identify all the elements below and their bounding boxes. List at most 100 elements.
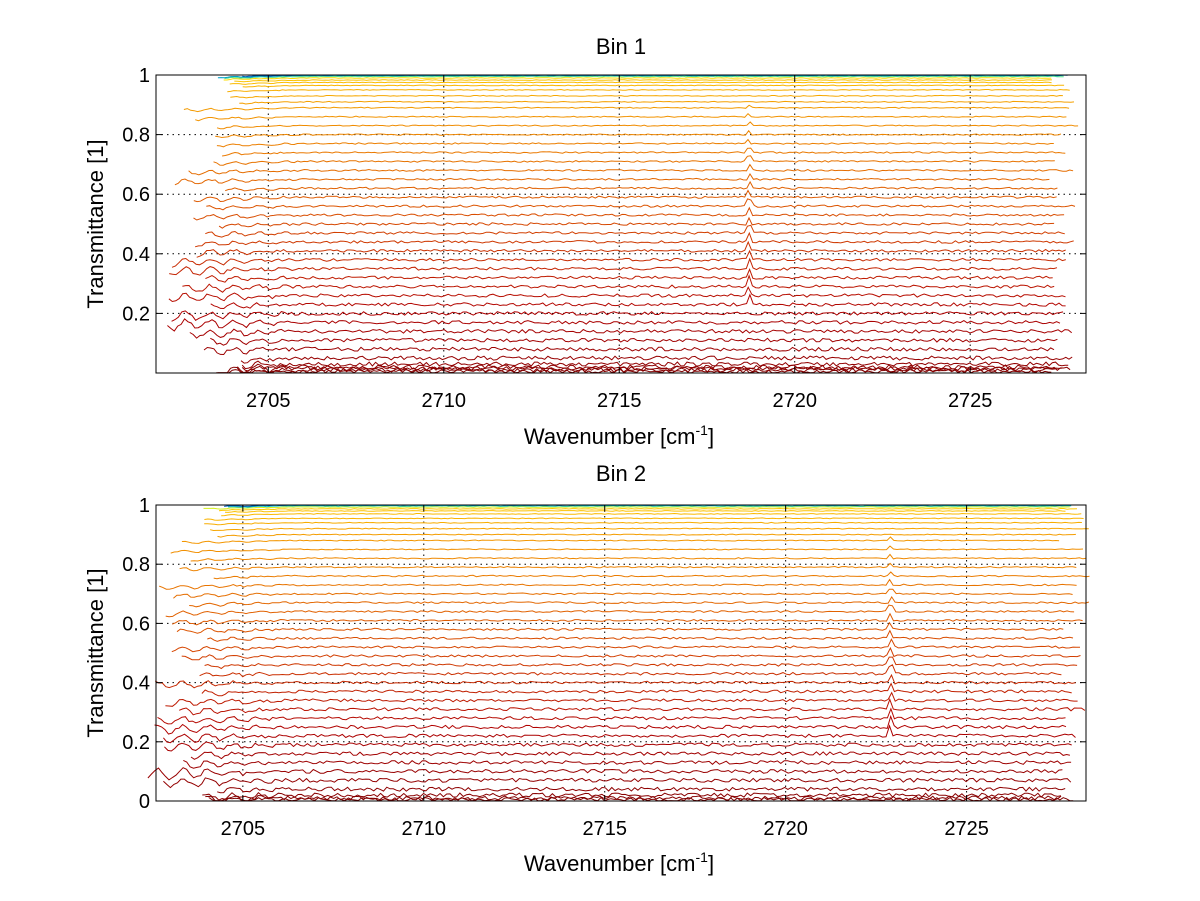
transmittance-trace — [196, 240, 1066, 258]
transmittance-trace — [205, 224, 1065, 238]
transmittance-trace — [207, 629, 1074, 642]
transmittance-trace — [202, 791, 1062, 801]
x-axis-label: Wavenumber [cm-1] — [524, 422, 714, 449]
ticks: 2705 2710 2715 2720 2725 0 0.2 0.4 0.6 0.8 1 — [122, 495, 1086, 840]
y-tick-label: 1 — [139, 495, 150, 517]
y-tick-label: 0.4 — [122, 244, 150, 266]
transmittance-trace — [165, 691, 1078, 707]
transmittance-trace — [171, 310, 1064, 322]
transmittance-trace — [204, 521, 1082, 526]
x-axis-label-text: Wavenumber [cm — [524, 424, 696, 449]
transmittance-trace — [168, 286, 1066, 303]
transmittance-trace — [189, 595, 1090, 608]
x-tick-label: 2705 — [246, 390, 291, 412]
transmittance-trace — [204, 656, 1078, 670]
transmittance-trace — [224, 75, 1064, 79]
transmittance-trace — [181, 646, 1081, 661]
transmittance-trace — [223, 77, 1052, 81]
ticks: 2705 2710 2715 2720 2725 0.2 0.4 0.6 0.8 1 — [122, 65, 1086, 412]
transmittance-trace — [203, 506, 1070, 510]
transmittance-trace — [217, 786, 1066, 794]
transmittance-trace — [242, 84, 1065, 88]
panel-bin-1: Bin 1 2705 2710 2715 2720 27250.20.40.60.81 … — [83, 34, 1087, 449]
transmittance-trace — [169, 257, 1058, 276]
traces — [167, 74, 1079, 374]
transmittance-trace — [163, 777, 1072, 789]
transmittance-trace — [205, 268, 1053, 283]
x-tick-label: 2720 — [772, 390, 817, 412]
transmittance-trace — [195, 112, 1067, 122]
transmittance-trace — [164, 741, 1072, 752]
transmittance-trace — [193, 206, 1065, 221]
transmittance-trace — [189, 328, 1073, 339]
transmittance-trace — [165, 604, 1075, 618]
transmittance-trace — [206, 198, 1076, 211]
transmittance-trace — [193, 189, 1057, 203]
panel-bin-2: Bin 2 2705 2710 2715 2720 2725 0 0.2 0.4 0.6 0.8 1… — [83, 461, 1090, 876]
transmittance-trace — [210, 337, 1058, 346]
transmittance-trace — [204, 517, 1084, 521]
transmittance-trace — [188, 163, 1074, 176]
x-axis-label-close: ] — [708, 851, 714, 876]
transmittance-trace — [222, 147, 1066, 157]
transmittance-trace — [183, 104, 1070, 113]
transmittance-trace — [182, 274, 1055, 293]
y-tick-label: 1 — [139, 65, 150, 87]
x-tick-label: 2725 — [948, 390, 993, 412]
transmittance-trace — [171, 249, 1066, 268]
y-axis-label-text: Transmittance [1] — [83, 568, 108, 737]
transmittance-trace — [190, 751, 1071, 760]
transmittance-trace — [218, 216, 1055, 229]
y-tick-label: 0 — [139, 791, 150, 813]
x-tick-label: 2715 — [582, 818, 627, 840]
transmittance-trace — [239, 100, 1075, 105]
transmittance-trace — [240, 355, 1073, 364]
transmittance-trace — [179, 698, 1086, 716]
y-axis-label: Transmittance [1] — [83, 568, 108, 737]
x-tick-label: 2720 — [763, 818, 808, 840]
transmittance-trace — [213, 155, 1055, 166]
transmittance-trace — [237, 365, 1071, 374]
transmittance-trace — [167, 318, 1061, 332]
y-tick-label: 0.2 — [122, 732, 150, 754]
transmittance-trace — [234, 79, 1052, 83]
transmittance-trace — [229, 81, 1052, 85]
x-axis-label-superscript: -1 — [696, 849, 709, 865]
transmittance-trace — [210, 293, 1066, 310]
x-tick-label: 2725 — [944, 818, 989, 840]
transmittance-trace — [205, 794, 1062, 802]
transmittance-trace — [181, 536, 1060, 544]
y-tick-label: 0.8 — [122, 554, 150, 576]
chart-title: Bin 1 — [596, 34, 646, 59]
x-tick-label: 2715 — [597, 390, 642, 412]
transmittance-trace — [215, 129, 1062, 139]
transmittance-trace — [173, 588, 1073, 599]
y-axis-label-text: Transmittance [1] — [83, 139, 108, 308]
transmittance-trace — [221, 512, 1082, 517]
x-axis-label-close: ] — [708, 424, 714, 449]
transmittance-trace — [194, 231, 1074, 248]
x-tick-label: 2710 — [422, 390, 467, 412]
x-axis-label-superscript: -1 — [696, 422, 709, 438]
transmittance-trace — [190, 553, 1087, 562]
transmittance-trace — [159, 578, 1077, 590]
transmittance-trace — [172, 612, 1083, 626]
traces — [147, 504, 1090, 802]
y-tick-label: 0.6 — [122, 184, 150, 206]
transmittance-trace — [241, 360, 1069, 370]
transmittance-trace — [225, 180, 1058, 192]
y-tick-label: 0.2 — [122, 303, 150, 325]
transmittance-trace — [176, 621, 1064, 634]
transmittance-trace — [203, 346, 1055, 356]
transmittance-trace — [183, 759, 1072, 769]
transmittance-trace — [209, 527, 1089, 532]
transmittance-trace — [224, 510, 1066, 513]
x-axis-label: Wavenumber [cm-1] — [524, 849, 714, 876]
transmittance-trace — [154, 714, 1067, 735]
chart-title: Bin 2 — [596, 461, 646, 486]
transmittance-trace — [227, 88, 1070, 93]
y-tick-label: 0.6 — [122, 613, 150, 635]
transmittance-trace — [216, 121, 1079, 130]
transmittance-trace — [171, 638, 1080, 653]
